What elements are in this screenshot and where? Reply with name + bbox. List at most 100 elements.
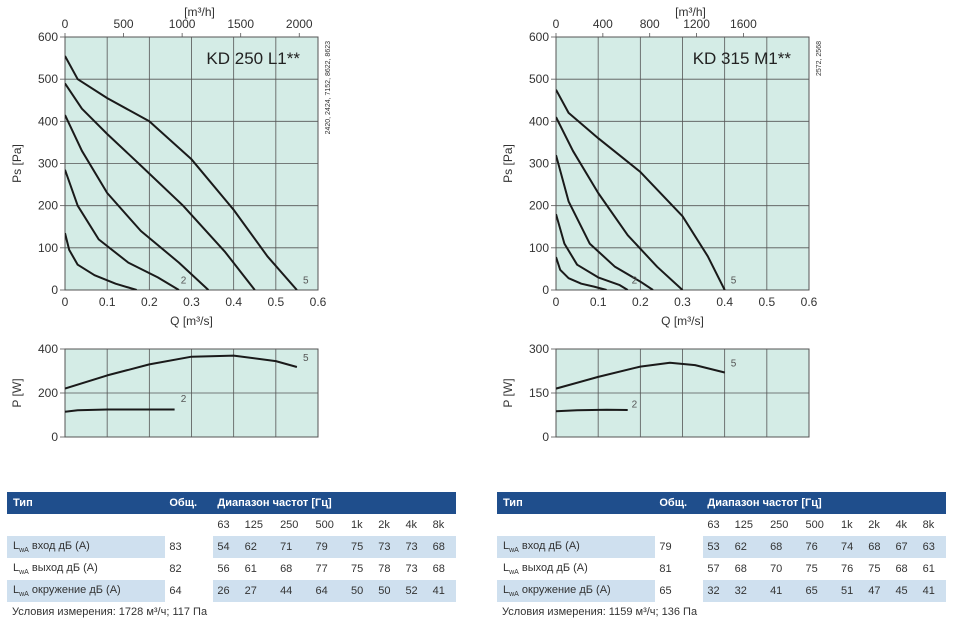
header-total: Общ. [165, 492, 214, 514]
cell: 75 [805, 563, 818, 575]
row-total: 83 [169, 541, 182, 553]
row-label: LwA окружение дБ (А) [497, 580, 656, 602]
row-label: LwA вход дБ (А) [7, 536, 166, 558]
top-tick-label: 1200 [683, 17, 710, 31]
table-row-surroundings: LwA окружение дБ (А) 64 26 27 44 64 50 5… [7, 580, 456, 602]
cell: 61 [244, 563, 257, 575]
cell: 56 [217, 563, 230, 575]
top-tick-label: 1000 [169, 17, 196, 31]
pressure-curve-5 [65, 55, 298, 290]
freq-1k: 1k [840, 519, 853, 531]
top-tick-label: 400 [593, 17, 613, 31]
cell: 75 [350, 563, 364, 575]
frequency-row: 63 125 250 500 1k 2k 4k 8k [7, 514, 456, 536]
cell: 44 [276, 580, 312, 602]
freq-250: 250 [280, 519, 299, 531]
curve-label: 5 [303, 276, 309, 287]
y-tick-label: 600 [38, 30, 58, 44]
table-row-inlet: LwA вход дБ (А) 83 54 62 71 79 75 73 73 … [7, 536, 456, 558]
table-row-outlet: LwA выход дБ (А) 81 57 68 70 75 76 75 68… [497, 558, 946, 580]
x-axis-label: Q [m³/s] [170, 314, 213, 328]
power-curve-2 [65, 408, 175, 413]
header-type: Тип [497, 492, 656, 514]
cell: 50 [374, 580, 402, 602]
side-note: 2420, 2424, 7152, 8622, 8623 [325, 41, 332, 135]
top-tick-label: 0 [62, 17, 69, 31]
freq-4k: 4k [895, 519, 908, 531]
chart-title: KD 315 M1** [693, 49, 792, 68]
freq-250: 250 [770, 519, 789, 531]
row-label: LwA окружение дБ (А) [7, 580, 166, 602]
cell: 71 [276, 536, 312, 558]
cell: 77 [315, 563, 328, 575]
x-axis-label: Q [m³/s] [661, 314, 704, 328]
cell: 57 [707, 563, 720, 575]
y-tick-label: 0 [51, 283, 58, 297]
freq-1k: 1k [350, 519, 363, 531]
cell: 26 [213, 580, 241, 602]
freq-125: 125 [244, 519, 263, 531]
row-label: LwA вход дБ (А) [497, 536, 656, 558]
y-axis-label: P [W] [501, 378, 515, 407]
curve-label: 5 [731, 359, 737, 370]
cell: 47 [864, 580, 892, 602]
power-curve-1 [65, 354, 298, 390]
table-header-row: Тип Общ. Диапазон частот [Гц] [497, 492, 946, 514]
row-total: 79 [659, 541, 672, 553]
frequency-row: 63 125 250 500 1k 2k 4k 8k [497, 514, 946, 536]
header-total: Общ. [655, 492, 704, 514]
table-row-surroundings: LwA окружение дБ (А) 65 32 32 41 65 51 4… [497, 580, 946, 602]
y-tick-label: 0 [542, 430, 549, 444]
x-tick-label: 0 [553, 295, 560, 309]
x-tick-label: 0.6 [801, 295, 818, 309]
sound-table-kd-315: Тип Общ. Диапазон частот [Гц] 63 125 250… [497, 492, 946, 602]
y-tick-label: 300 [529, 342, 549, 356]
freq-125: 125 [734, 519, 753, 531]
x-tick-label: 0.2 [141, 295, 158, 309]
cell: 78 [378, 563, 391, 575]
cell: 68 [734, 563, 747, 575]
top-tick-label: 1600 [730, 17, 757, 31]
row-total: 82 [169, 563, 182, 575]
cell: 32 [703, 580, 731, 602]
cell: 50 [346, 580, 375, 602]
cell: 76 [840, 563, 854, 575]
y-tick-label: 500 [529, 72, 549, 86]
cell: 76 [801, 536, 837, 558]
y-tick-label: 100 [38, 241, 58, 255]
freq-4k: 4k [405, 519, 418, 531]
sound-table-kd-250: Тип Общ. Диапазон частот [Гц] 63 125 250… [7, 492, 456, 602]
power-curve-2 [556, 408, 628, 413]
cell: 64 [311, 580, 347, 602]
y-axis-label: P [W] [10, 378, 24, 407]
y-tick-label: 0 [542, 283, 549, 297]
x-tick-label: 0.5 [758, 295, 775, 309]
x-tick-label: 0.5 [267, 295, 284, 309]
freq-2k: 2k [378, 519, 390, 531]
cell: 51 [836, 580, 865, 602]
x-tick-label: 0.6 [310, 295, 327, 309]
y-tick-label: 300 [38, 157, 58, 171]
pressure-curve-4 [65, 82, 256, 290]
freq-63: 63 [217, 519, 230, 531]
chart-title: KD 250 L1** [206, 49, 300, 68]
cell: 45 [891, 580, 919, 602]
cell: 65 [801, 580, 837, 602]
header-frequency-range: Диапазон частот [Гц] [703, 492, 946, 514]
cell: 54 [213, 536, 241, 558]
cell: 75 [346, 536, 375, 558]
row-total: 65 [659, 585, 672, 597]
power-curve-1 [556, 361, 725, 390]
table-header-row: Тип Общ. Диапазон частот [Гц] [7, 492, 456, 514]
pressure-curve-1 [65, 232, 137, 290]
cell: 68 [428, 536, 456, 558]
y-tick-label: 400 [38, 114, 58, 128]
x-tick-label: 0.4 [716, 295, 733, 309]
freq-63: 63 [707, 519, 720, 531]
cell: 53 [703, 536, 731, 558]
y-tick-label: 200 [38, 199, 58, 213]
y-tick-label: 300 [529, 157, 549, 171]
pressure-curve-3 [65, 114, 210, 290]
curve-label: 5 [731, 276, 737, 287]
y-axis-label: Ps [Pa] [10, 144, 24, 183]
